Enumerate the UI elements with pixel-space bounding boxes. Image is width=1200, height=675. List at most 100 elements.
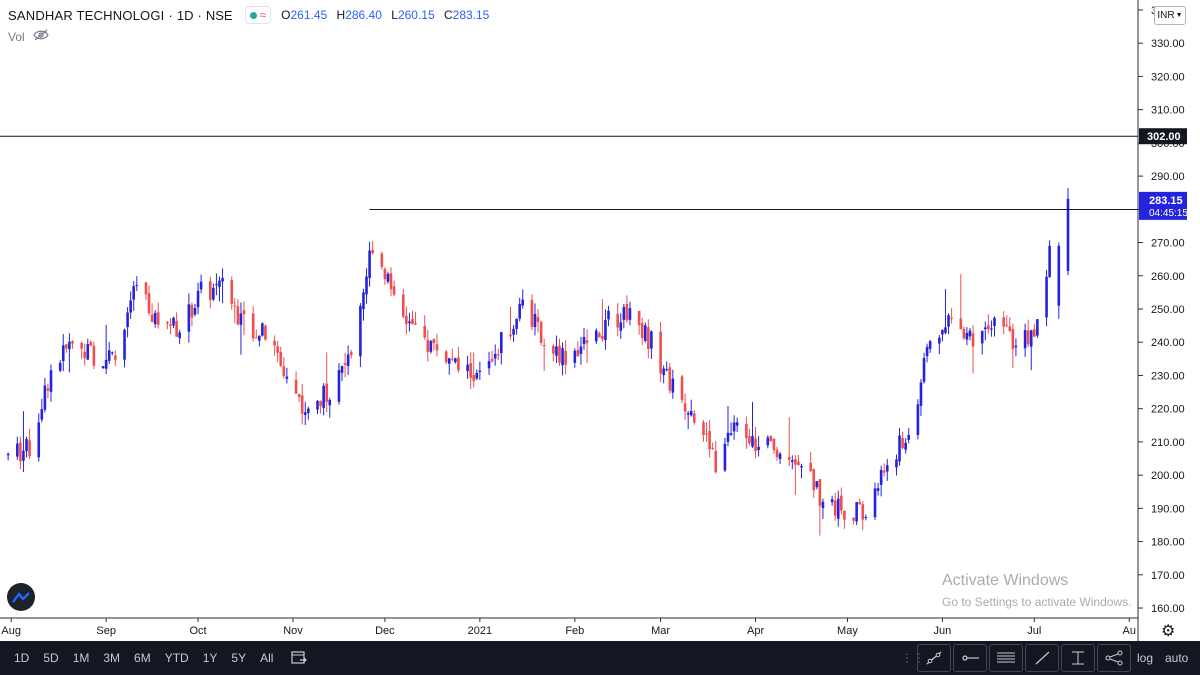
candle-body xyxy=(37,422,41,458)
level-price-label: 302.00 xyxy=(1147,131,1181,143)
y-tick-label: 260.00 xyxy=(1151,271,1185,283)
candle-body xyxy=(928,341,932,349)
range-6m-button[interactable]: 6M xyxy=(134,651,151,665)
range-1m-button[interactable]: 1M xyxy=(72,651,90,665)
range-5y-button[interactable]: 5Y xyxy=(231,651,247,665)
candle-body xyxy=(987,325,990,330)
x-axis[interactable]: Aug Sep Oct Nov Dec 2021 Feb Mar Apr May Jun Jul Au xyxy=(1,618,1136,637)
plot-area[interactable] xyxy=(0,0,1138,618)
drag-handle-icon[interactable]: ⋮⋮ xyxy=(901,651,925,665)
candle-body xyxy=(598,333,601,338)
settings-gear-icon[interactable]: ⚙ xyxy=(1161,623,1176,640)
price-chart[interactable]: 160.00 170.00 180.00 190.00 200.00 210.00 220.… xyxy=(0,0,1200,641)
candle-body xyxy=(150,314,154,323)
range-1y-button[interactable]: 1Y xyxy=(202,651,218,665)
candle-body xyxy=(487,361,491,369)
market-status[interactable]: ≈ xyxy=(244,6,272,24)
candle-body xyxy=(16,443,19,457)
candle-body xyxy=(751,435,754,447)
candle-body xyxy=(444,351,448,363)
range-all-button[interactable]: All xyxy=(260,651,274,665)
candle-body xyxy=(625,304,629,321)
candle-body xyxy=(172,317,175,326)
range-1d-button[interactable]: 1D xyxy=(14,651,30,665)
candle-body xyxy=(907,434,911,440)
candle-body xyxy=(1048,245,1051,277)
candle-body xyxy=(582,336,586,344)
share-icon[interactable] xyxy=(1097,644,1131,672)
candle-body xyxy=(349,351,353,356)
candle-body xyxy=(539,321,543,343)
candle-body xyxy=(647,327,650,349)
level-price-tag xyxy=(1139,128,1187,145)
candle-body xyxy=(919,382,923,406)
candle-body xyxy=(65,344,68,349)
symbol-name[interactable]: SANDHAR TECHNOLOGI xyxy=(8,7,165,23)
high-value: 286.40 xyxy=(345,8,382,22)
tradingview-logo-icon[interactable] xyxy=(7,583,35,611)
auto-scale-toggle[interactable]: auto xyxy=(1165,641,1188,675)
candle-body xyxy=(328,399,332,406)
candle-body xyxy=(282,366,286,377)
legend-separator: · xyxy=(168,7,173,23)
candle-body xyxy=(423,325,427,338)
eye-slash-icon[interactable] xyxy=(32,29,49,44)
y-tick-label: 210.00 xyxy=(1151,437,1185,449)
candle-body xyxy=(466,364,469,372)
candle-body xyxy=(493,353,497,359)
auto-scale-label[interactable]: auto xyxy=(1165,651,1189,665)
candle-body xyxy=(447,358,451,364)
candle-body xyxy=(135,284,139,286)
candle-body xyxy=(965,332,969,340)
candle-body xyxy=(475,372,479,379)
log-scale-label[interactable]: log xyxy=(1137,651,1154,665)
candle-body xyxy=(683,403,687,412)
candle-body xyxy=(218,280,221,287)
candle-body xyxy=(426,339,430,353)
close-value: 283.15 xyxy=(452,8,490,22)
candle-body xyxy=(518,303,521,319)
candle-body xyxy=(861,504,865,520)
range-ytd-button[interactable]: YTD xyxy=(164,651,189,665)
x-tick-label: Oct xyxy=(189,625,206,637)
interval-label[interactable]: 1D xyxy=(176,7,194,23)
candle-body xyxy=(254,337,258,339)
candle-body xyxy=(980,331,984,344)
y-tick-label: 250.00 xyxy=(1151,304,1185,316)
currency-value: INR xyxy=(1157,10,1175,21)
candle-body xyxy=(1023,330,1027,349)
y-axis[interactable]: 160.00 170.00 180.00 190.00 200.00 210.00 220.… xyxy=(1138,5,1185,615)
date-range-calendar-icon[interactable] xyxy=(291,650,308,667)
candle-body xyxy=(129,300,132,313)
candle-body xyxy=(156,312,160,325)
candle-body xyxy=(702,422,705,435)
candle-body xyxy=(711,447,714,450)
range-5d-button[interactable]: 5D xyxy=(43,651,59,665)
candle-body xyxy=(628,308,632,320)
candle-body xyxy=(325,383,329,402)
parallel-channel-tool-icon[interactable] xyxy=(989,644,1023,672)
candle-body xyxy=(319,400,322,407)
candle-body xyxy=(1014,345,1018,348)
range-3m-button[interactable]: 3M xyxy=(103,651,121,665)
candle-body xyxy=(993,317,996,327)
candle-body xyxy=(365,276,368,295)
ray-tool-icon[interactable] xyxy=(1025,644,1059,672)
log-scale-toggle[interactable]: log xyxy=(1137,641,1153,675)
candle-body xyxy=(885,465,889,472)
trend-line-tool-icon[interactable] xyxy=(917,644,951,672)
close-label: C xyxy=(443,8,453,22)
legend-separator: · xyxy=(197,7,202,23)
candle-body xyxy=(852,517,855,521)
candle-body xyxy=(821,501,825,509)
candle-body xyxy=(809,462,812,472)
candle-body xyxy=(791,460,794,462)
horizontal-ray-tool-icon[interactable] xyxy=(953,644,987,672)
candle-body xyxy=(307,408,310,414)
exchange-label: NSE xyxy=(205,7,233,23)
candle-body xyxy=(769,436,773,442)
candle-body xyxy=(787,456,791,460)
price-range-tool-icon[interactable] xyxy=(1061,644,1095,672)
currency-select[interactable]: INR ▼ xyxy=(1154,6,1186,25)
y-tick-label: 220.00 xyxy=(1151,404,1185,416)
